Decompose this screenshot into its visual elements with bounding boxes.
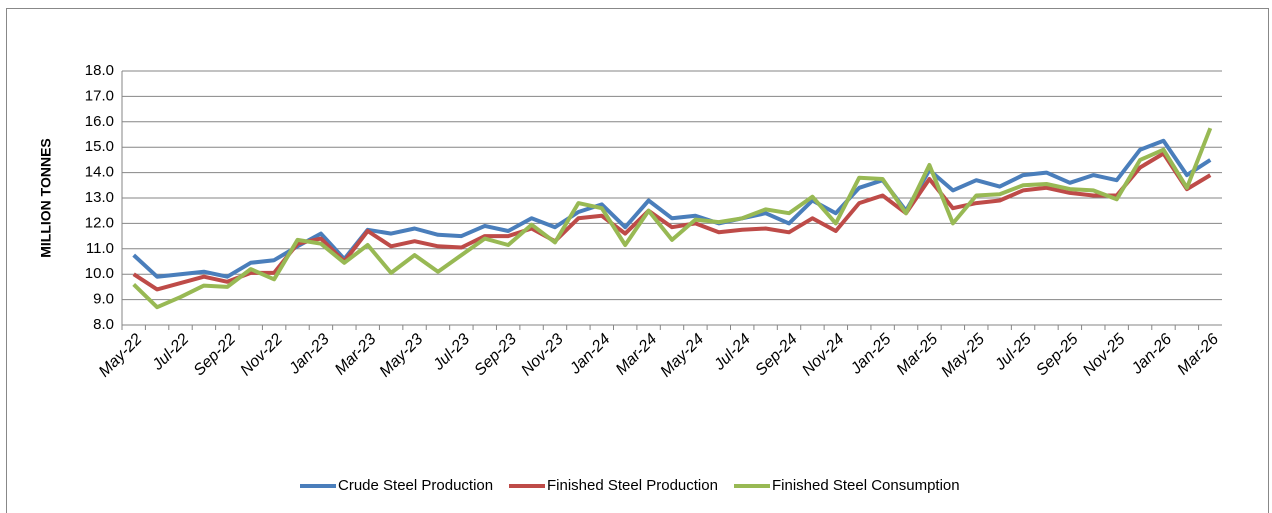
y-tick-label: 18.0 (85, 62, 114, 79)
y-tick-label: 9.0 (93, 291, 114, 308)
y-tick-label: 11.0 (86, 240, 114, 257)
y-tick-label: 8.0 (93, 316, 114, 333)
legend-label: Crude Steel Production (338, 477, 493, 494)
y-tick-label: 10.0 (85, 265, 114, 282)
y-tick-label: 13.0 (85, 189, 114, 206)
series-line (132, 138, 1212, 279)
frame (6, 8, 1269, 513)
y-tick-label: 14.0 (85, 164, 114, 181)
y-axis-label: MILLION TONNES (38, 138, 54, 258)
legend-label: Finished Steel Production (547, 477, 718, 494)
y-tick-label: 17.0 (85, 87, 114, 104)
y-tick-label: 15.0 (85, 138, 114, 155)
series-line (132, 127, 1213, 310)
y-tick-label: 16.0 (85, 113, 114, 130)
y-tick-label: 12.0 (85, 214, 114, 231)
series-line (132, 151, 1212, 292)
legend-label: Finished Steel Consumption (772, 477, 960, 494)
